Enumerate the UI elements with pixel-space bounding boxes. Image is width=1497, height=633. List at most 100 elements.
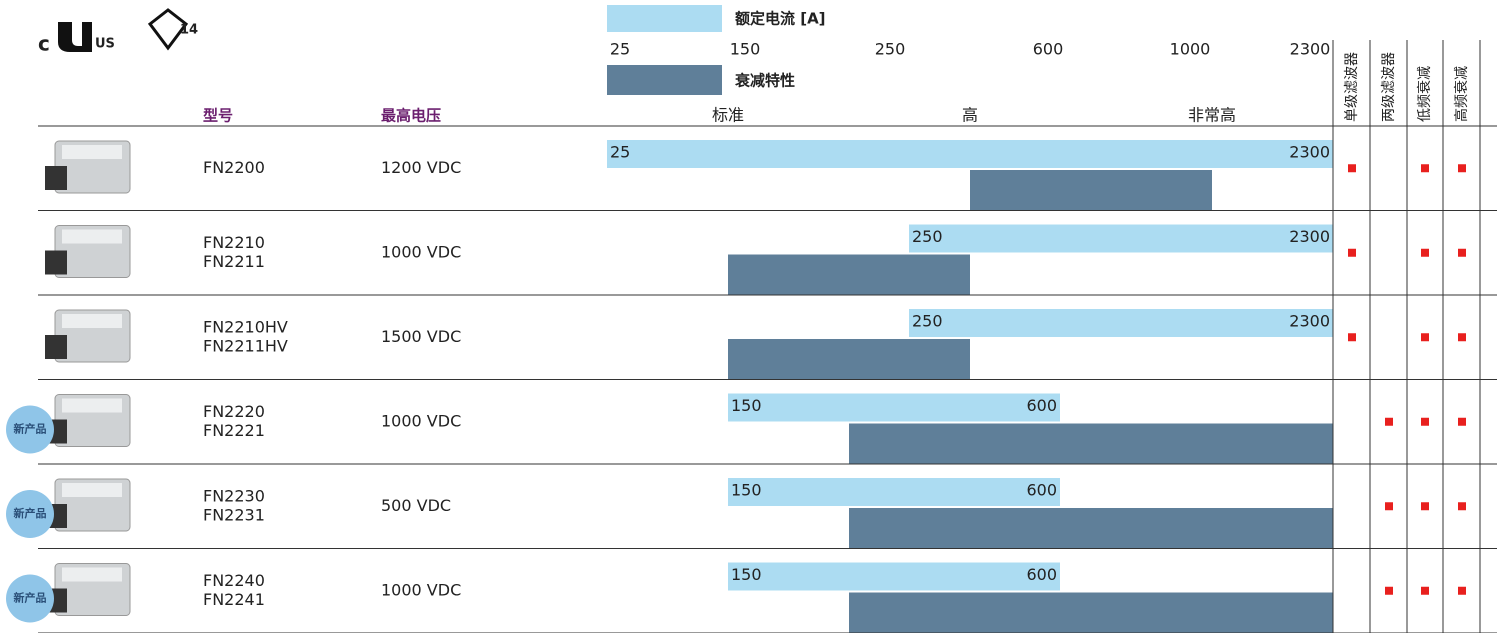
new-badge-label: 新产品 (14, 506, 47, 520)
model: FN2211 (203, 252, 265, 271)
current-tick-label: 600 (1033, 40, 1064, 59)
product-image (45, 310, 130, 362)
current-tick-label: 25 (610, 40, 630, 59)
logo-us: US (95, 37, 115, 52)
attenuation-bar (849, 424, 1333, 465)
model: FN2231 (203, 505, 265, 524)
feature-header: 两级滤波器 (1381, 52, 1397, 122)
feature-mark (1458, 249, 1466, 257)
product-image (45, 564, 130, 616)
product-table: c US 14 额定电流 [A] 衰减特性 型号 最高电压 25 150 250 60… (0, 0, 1497, 633)
feature-mark (1385, 502, 1393, 510)
image-top (62, 483, 122, 497)
current-min-label: 150 (731, 396, 762, 415)
voltage: 1000 VDC (381, 580, 461, 599)
model: FN2241 (203, 590, 265, 609)
attenuation-tick-label: 标准 (712, 106, 744, 125)
current-min-label: 150 (731, 565, 762, 584)
feature-header: 单级滤波器 (1344, 52, 1360, 122)
current-max-label: 2300 (1289, 312, 1330, 331)
product-image (45, 226, 130, 278)
legend-current-swatch (607, 5, 722, 32)
current-min-label: 250 (912, 227, 943, 246)
product-image (45, 479, 130, 531)
feature-header: 低频衰减 (1416, 66, 1433, 122)
feature-mark (1458, 418, 1466, 426)
current-max-label: 600 (1026, 481, 1057, 500)
feature-mark (1421, 249, 1429, 257)
voltage: 500 VDC (381, 496, 451, 515)
legend-current: 额定电流 [A] (735, 10, 826, 28)
image-top (62, 230, 122, 244)
image-terminal (45, 251, 67, 275)
feature-mark (1421, 502, 1429, 510)
current-bar (728, 478, 1060, 506)
image-top (62, 399, 122, 413)
current-max-label: 2300 (1289, 227, 1330, 246)
model-header: 型号 (203, 107, 233, 125)
feature-mark (1421, 333, 1429, 341)
current-bar (909, 309, 1333, 337)
attenuation-tick-label: 非常高 (1188, 106, 1236, 125)
current-tick-label: 150 (730, 40, 761, 59)
feature-mark (1348, 249, 1356, 257)
feature-mark (1348, 333, 1356, 341)
current-max-label: 600 (1026, 565, 1057, 584)
product-image (45, 141, 130, 193)
model: FN2230 (203, 486, 265, 505)
model: FN2210 (203, 233, 265, 252)
legend-attenuation: 衰减特性 (734, 72, 795, 90)
attenuation-tick-label: 高 (962, 106, 978, 125)
product-image (45, 395, 130, 447)
current-bar (607, 140, 1333, 168)
new-badge-label: 新产品 (14, 422, 47, 436)
feature-mark (1421, 587, 1429, 595)
attenuation-bar (728, 339, 970, 380)
voltage-header: 最高电压 (381, 107, 441, 125)
current-tick-label: 2300 (1290, 40, 1331, 59)
feature-mark (1458, 333, 1466, 341)
current-max-label: 2300 (1289, 143, 1330, 162)
feature-mark (1385, 418, 1393, 426)
image-top (62, 568, 122, 582)
voltage: 1000 VDC (381, 242, 461, 261)
feature-mark (1458, 587, 1466, 595)
feature-mark (1421, 164, 1429, 172)
legend-attenuation-swatch (607, 65, 722, 95)
current-min-label: 150 (731, 481, 762, 500)
feature-mark (1458, 164, 1466, 172)
image-terminal (45, 335, 67, 359)
voltage: 1200 VDC (381, 158, 461, 177)
attenuation-bar (849, 508, 1333, 549)
attenuation-bar (728, 255, 970, 296)
current-max-label: 600 (1026, 396, 1057, 415)
voltage: 1500 VDC (381, 327, 461, 346)
attenuation-bar (970, 170, 1212, 211)
model: FN2221 (203, 421, 265, 440)
model: FN2211HV (203, 336, 288, 355)
current-bar (728, 394, 1060, 422)
model: FN2240 (203, 571, 265, 590)
logo-enec-number: 14 (180, 23, 198, 38)
voltage: 1000 VDC (381, 411, 461, 430)
attenuation-bar (849, 593, 1333, 633)
image-terminal (45, 166, 67, 190)
current-tick-label: 1000 (1170, 40, 1211, 59)
image-top (62, 314, 122, 328)
feature-mark (1458, 502, 1466, 510)
feature-header: 高频衰减 (1453, 66, 1470, 122)
logo-c: c (38, 32, 50, 56)
model: FN2210HV (203, 317, 288, 336)
feature-mark (1421, 418, 1429, 426)
model: FN2200 (203, 158, 265, 177)
ul-logo (58, 22, 92, 52)
feature-mark (1348, 164, 1356, 172)
current-bar (728, 563, 1060, 591)
image-top (62, 145, 122, 159)
current-bar (909, 225, 1333, 253)
model: FN2220 (203, 402, 265, 421)
current-min-label: 25 (610, 143, 630, 162)
current-tick-label: 250 (875, 40, 906, 59)
current-min-label: 250 (912, 312, 943, 331)
feature-mark (1385, 587, 1393, 595)
